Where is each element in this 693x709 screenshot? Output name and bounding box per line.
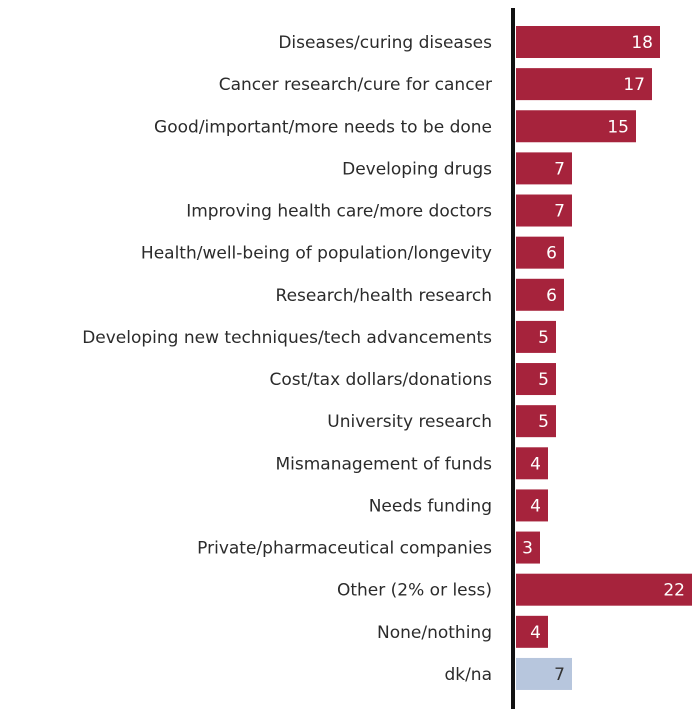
category-label: Developing drugs bbox=[342, 159, 492, 179]
bar bbox=[516, 363, 556, 396]
bar bbox=[516, 573, 692, 606]
bar bbox=[516, 405, 556, 438]
bar bbox=[516, 152, 572, 185]
bar bbox=[516, 447, 548, 480]
bar bbox=[516, 278, 564, 311]
category-label: None/nothing bbox=[377, 623, 492, 643]
category-label: Research/health research bbox=[276, 286, 492, 306]
bar bbox=[516, 320, 556, 353]
category-label: University research bbox=[327, 412, 492, 432]
category-label: Good/important/more needs to be done bbox=[154, 117, 492, 137]
category-label: dk/na bbox=[444, 665, 492, 685]
category-label: Cancer research/cure for cancer bbox=[219, 75, 492, 95]
value-label: 5 bbox=[538, 412, 549, 432]
value-label: 17 bbox=[623, 75, 645, 95]
value-label: 18 bbox=[631, 33, 653, 53]
bar bbox=[516, 26, 660, 58]
category-label: Needs funding bbox=[369, 496, 492, 516]
category-label: Private/pharmaceutical companies bbox=[197, 539, 492, 559]
value-label: 4 bbox=[530, 496, 541, 516]
category-label: Mismanagement of funds bbox=[275, 454, 492, 474]
bar bbox=[516, 615, 548, 648]
value-label: 6 bbox=[546, 244, 557, 264]
value-label: 5 bbox=[538, 328, 549, 348]
category-label: Developing new techniques/tech advanceme… bbox=[82, 328, 492, 348]
bar bbox=[516, 657, 572, 690]
value-label: 6 bbox=[546, 286, 557, 306]
bar bbox=[516, 194, 572, 227]
value-label: 7 bbox=[554, 665, 565, 685]
value-label: 7 bbox=[554, 159, 565, 179]
value-label: 22 bbox=[663, 581, 685, 601]
value-label: 5 bbox=[538, 370, 549, 390]
bar bbox=[516, 489, 548, 522]
category-label: Cost/tax dollars/donations bbox=[269, 370, 492, 390]
category-label: Health/well-being of population/longevit… bbox=[141, 244, 492, 264]
bar bbox=[516, 68, 652, 101]
value-label: 7 bbox=[554, 202, 565, 222]
value-label: 4 bbox=[530, 623, 541, 643]
category-label: Other (2% or less) bbox=[337, 581, 492, 601]
value-label: 4 bbox=[530, 454, 541, 474]
bar bbox=[516, 531, 540, 564]
category-label: Diseases/curing diseases bbox=[278, 33, 492, 53]
category-label: Improving health care/more doctors bbox=[186, 202, 492, 222]
value-label: 3 bbox=[522, 539, 533, 559]
value-label: 15 bbox=[607, 117, 629, 137]
bar bbox=[516, 110, 636, 143]
bar bbox=[516, 236, 564, 269]
